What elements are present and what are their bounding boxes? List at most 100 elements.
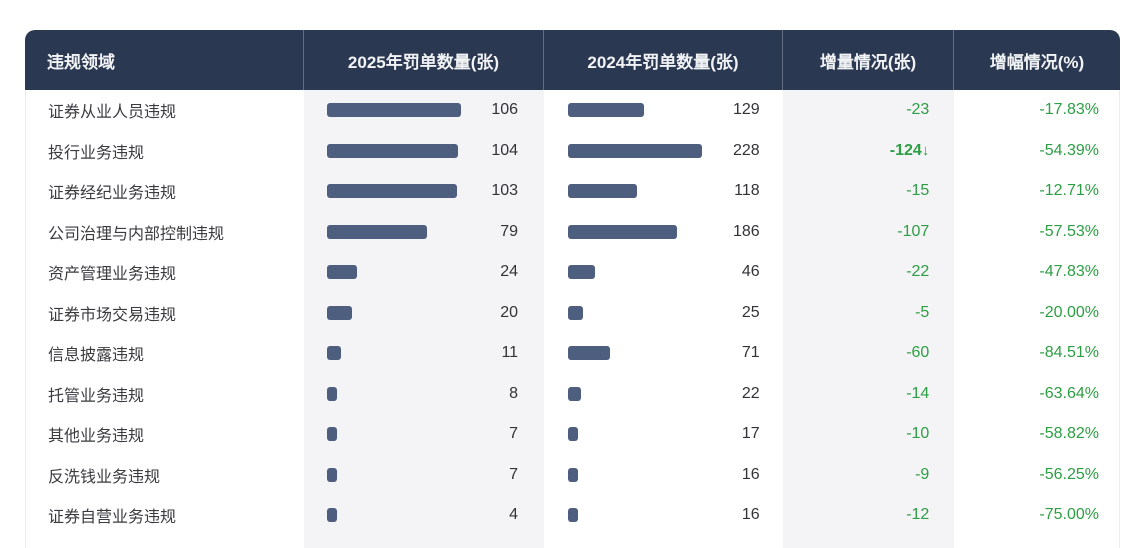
cell-delta: -60 — [782, 333, 953, 374]
bar-2024 — [568, 184, 638, 199]
count-2025-value: 20 — [500, 303, 519, 321]
count-2024-value: 16 — [741, 506, 760, 524]
count-2025-value: 7 — [509, 465, 519, 483]
count-2025-value: 104 — [491, 141, 519, 159]
violation-area-label: 反洗钱业务违规 — [48, 468, 161, 486]
count-2025-value: 8 — [509, 384, 519, 402]
bar-2024 — [568, 346, 611, 361]
table-rows: 证券从业人员违规 106 129 -23 -17.83% 投行业务违规 104 228 -124… — [26, 90, 1119, 536]
cell-count-2025: 4 — [303, 495, 543, 536]
cell-delta-pct: -54.39% — [952, 131, 1119, 172]
cell-count-2024: 228 — [543, 131, 782, 172]
header-violation-area: 违规领域 — [47, 52, 115, 72]
violation-area-label: 证券市场交易违规 — [48, 306, 177, 324]
count-2025-value: 11 — [501, 344, 519, 362]
cell-delta-pct: -57.53% — [952, 212, 1119, 253]
delta-pct-value: -56.25% — [1039, 465, 1100, 483]
cell-delta-pct: -47.83% — [952, 252, 1119, 293]
cell-delta: -22 — [782, 252, 953, 293]
table-row: 公司治理与内部控制违规 79 186 -107 -57.53% — [26, 212, 1119, 253]
cell-delta-pct: -56.25% — [952, 455, 1119, 496]
cell-delta: -23 — [782, 90, 953, 131]
bar-2025 — [327, 143, 459, 158]
count-2025-value: 24 — [500, 263, 519, 281]
cell-delta: -9 — [782, 455, 953, 496]
cell-delta-pct: -75.00% — [952, 495, 1119, 536]
count-2024-value: 22 — [741, 384, 760, 402]
violation-area-label: 其他业务违规 — [48, 428, 145, 446]
bar-2025 — [327, 265, 358, 280]
violation-area-label: 资产管理业务违规 — [48, 266, 177, 284]
delta-pct-value: -84.51% — [1039, 344, 1100, 362]
cell-count-2024: 71 — [543, 333, 782, 374]
delta-value: -10 — [906, 425, 930, 443]
violation-area-label: 投行业务违规 — [48, 144, 145, 162]
table-header-row: 违规领域 2025年罚单数量(张) 2024年罚单数量(张) 增量情况(张) 增… — [25, 30, 1120, 90]
violation-area-label: 信息披露违规 — [48, 347, 145, 365]
header-count-2024: 2024年罚单数量(张) — [543, 30, 782, 90]
delta-value: -12 — [906, 506, 930, 524]
bar-2024 — [568, 224, 678, 239]
delta-pct-value: -17.83% — [1039, 101, 1100, 119]
down-arrow-icon: ↓ — [921, 142, 930, 160]
cell-count-2025: 7 — [303, 455, 543, 496]
delta-pct-value: -54.39% — [1039, 141, 1100, 159]
count-2025-value: 106 — [491, 101, 519, 119]
count-2024-value: 118 — [734, 182, 760, 200]
count-2024-value: 16 — [741, 465, 760, 483]
count-2025-value: 7 — [509, 425, 519, 443]
bar-2024 — [568, 103, 645, 118]
delta-value: -14 — [906, 384, 930, 402]
count-2024-value: 25 — [741, 303, 760, 321]
bar-2025 — [327, 386, 338, 401]
delta-pct-value: -58.82% — [1039, 425, 1100, 443]
cell-count-2024: 118 — [543, 171, 782, 212]
delta-value: -9 — [915, 465, 930, 483]
bar-2024 — [568, 305, 584, 320]
bar-2024 — [568, 265, 596, 280]
bar-2025 — [327, 184, 458, 199]
delta-pct-value: -57.53% — [1039, 222, 1100, 240]
penalty-comparison-table: 违规领域 2025年罚单数量(张) 2024年罚单数量(张) 增量情况(张) 增… — [25, 30, 1120, 548]
delta-value: -23 — [906, 101, 930, 119]
count-2024-value: 186 — [732, 222, 760, 240]
bar-2025 — [327, 427, 338, 442]
delta-pct-value: -20.00% — [1039, 303, 1100, 321]
violation-area-label: 证券从业人员违规 — [48, 104, 177, 122]
bar-2025 — [327, 103, 462, 118]
cell-count-2025: 20 — [303, 293, 543, 334]
delta-value: -124 — [889, 141, 922, 159]
delta-value: -5 — [915, 303, 930, 321]
count-2024-value: 46 — [741, 263, 760, 281]
cell-count-2025: 8 — [303, 374, 543, 415]
cell-delta-pct: -12.71% — [952, 171, 1119, 212]
table-row: 托管业务违规 8 22 -14 -63.64% — [26, 374, 1119, 415]
cell-count-2024: 186 — [543, 212, 782, 253]
count-2025-value: 103 — [491, 182, 519, 200]
cell-count-2025: 103 — [303, 171, 543, 212]
table-row: 证券经纪业务违规 103 118 -15 -12.71% — [26, 171, 1119, 212]
table-row: 反洗钱业务违规 7 16 -9 -56.25% — [26, 455, 1119, 496]
table-row: 信息披露违规 11 71 -60 -84.51% — [26, 333, 1119, 374]
count-2024-value: 17 — [741, 425, 760, 443]
cell-count-2025: 24 — [303, 252, 543, 293]
bar-2025 — [327, 305, 353, 320]
delta-pct-value: -47.83% — [1039, 263, 1100, 281]
table-row: 证券市场交易违规 20 25 -5 -20.00% — [26, 293, 1119, 334]
count-2025-value: 4 — [509, 506, 519, 524]
violation-area-label: 证券经纪业务违规 — [48, 185, 177, 203]
cell-count-2025: 79 — [303, 212, 543, 253]
cell-delta-pct: -17.83% — [952, 90, 1119, 131]
cell-count-2024: 16 — [543, 455, 782, 496]
header-delta-pct: 增幅情况(%) — [953, 30, 1120, 90]
count-2024-value: 71 — [741, 344, 760, 362]
cell-delta: -5 — [782, 293, 953, 334]
table-row: 证券从业人员违规 106 129 -23 -17.83% — [26, 90, 1119, 131]
violation-area-label: 公司治理与内部控制违规 — [48, 225, 225, 243]
bar-2025 — [327, 224, 428, 239]
table-row: 其他业务违规 7 17 -10 -58.82% — [26, 414, 1119, 455]
cell-delta-pct: -84.51% — [952, 333, 1119, 374]
cell-count-2025: 104 — [303, 131, 543, 172]
cell-count-2024: 22 — [543, 374, 782, 415]
